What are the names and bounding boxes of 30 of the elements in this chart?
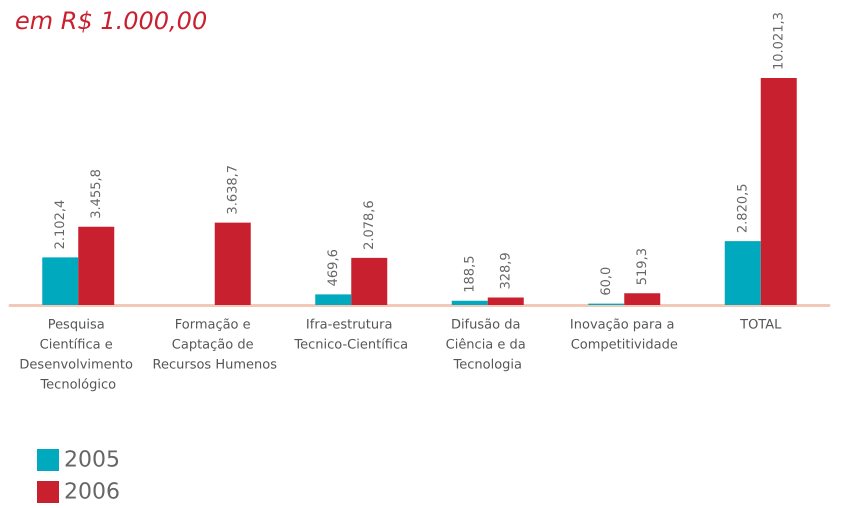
x-tick-label: Difusão da Ciência e da Tecnologia: [446, 318, 530, 372]
data-label: 2.820,5: [735, 183, 750, 234]
x-tick-label: Inovação para a Competitividade: [570, 318, 679, 352]
x-tick-label: TOTAL: [739, 318, 782, 332]
legend-label: 2005: [64, 448, 120, 472]
bar: [452, 300, 488, 305]
data-label: 3.455,8: [88, 169, 104, 219]
x-tick-label: Formação e Captação de Recursos Humenos: [152, 318, 278, 372]
data-label: 188,5: [462, 256, 478, 293]
data-label: 519,3: [634, 248, 650, 286]
data-label: 60,0: [598, 266, 614, 296]
data-label: 2.078,6: [362, 200, 377, 250]
bar: [214, 222, 251, 305]
x-tick-label: Pesquisa Científica e Desenvolvimento Tecnológico: [19, 318, 138, 392]
data-label: 10.021,3: [771, 12, 786, 70]
bar: [724, 241, 761, 305]
data-label: 2.102,4: [52, 200, 68, 250]
chart-title: em R$ 1.000,00: [15, 7, 208, 35]
bar: [315, 294, 352, 305]
bar: [488, 298, 524, 305]
legend-label: 2006: [64, 480, 120, 504]
bar: [624, 293, 660, 305]
x-tick-label: Ifra-estrutura Tecnico-Científica: [293, 318, 408, 352]
data-label: 3.638,7: [225, 164, 240, 215]
bar: [78, 226, 114, 305]
data-label: 469,6: [326, 249, 341, 286]
bar: [760, 78, 797, 305]
data-label: 328,9: [498, 252, 514, 290]
bar: [42, 257, 78, 305]
bar: [351, 258, 388, 305]
